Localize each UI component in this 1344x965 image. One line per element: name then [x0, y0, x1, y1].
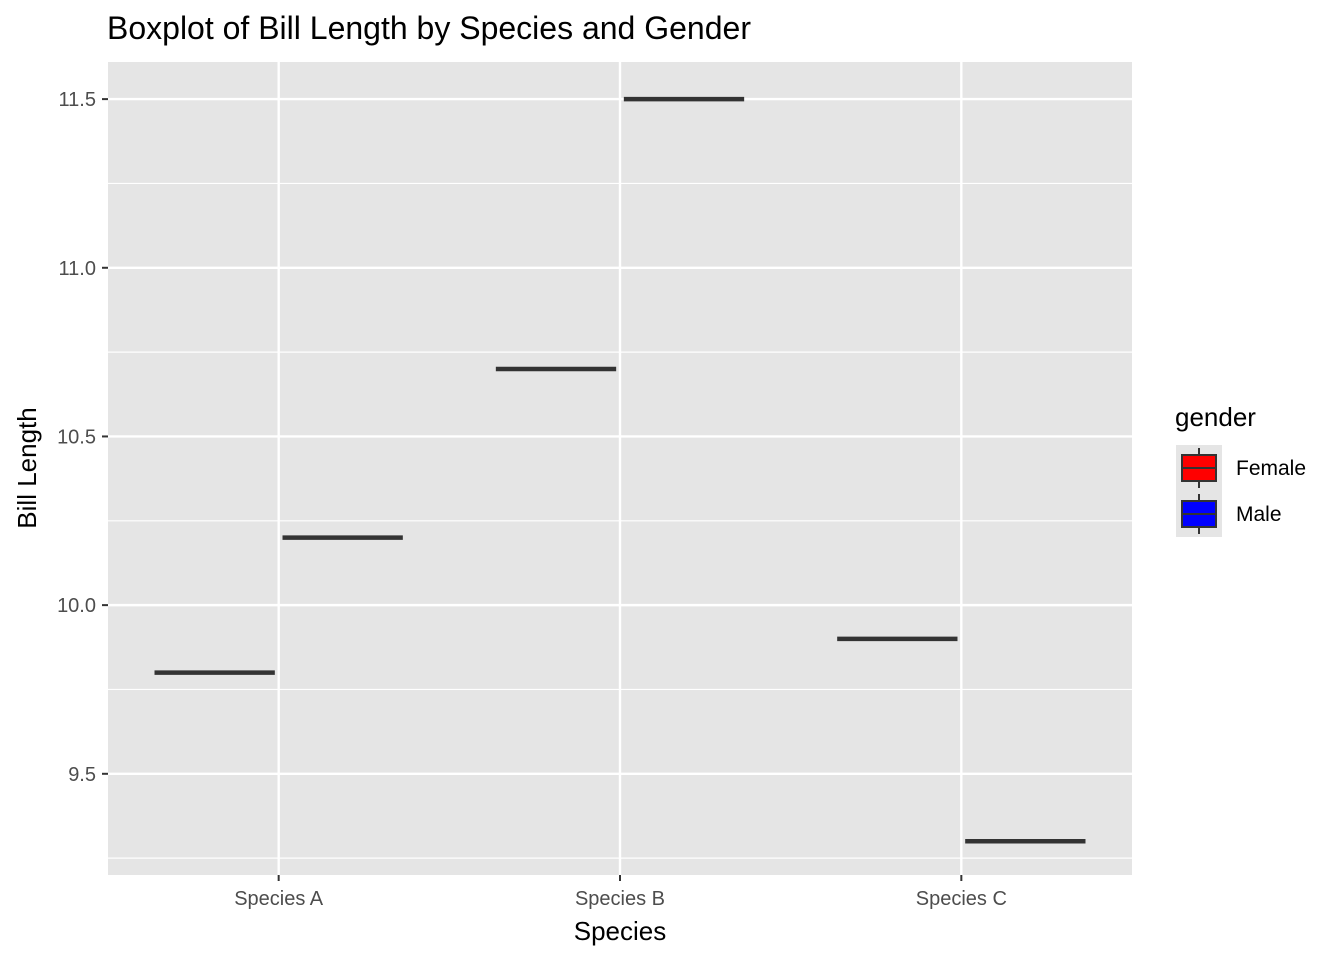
y-axis-title: Bill Length [12, 407, 42, 528]
legend-label-female: Female [1236, 457, 1306, 480]
x-axis-title: Species [574, 916, 667, 946]
x-tick-label: Species B [575, 888, 665, 910]
y-tick-label: 11.0 [59, 258, 96, 280]
chart-title: Boxplot of Bill Length by Species and Ge… [107, 10, 751, 46]
y-tick-label: 10.5 [57, 426, 96, 448]
major-gridlines [108, 62, 1132, 875]
x-axis: Species A Species B Species C [234, 875, 1007, 910]
y-tick-label: 9.5 [68, 764, 96, 786]
legend-keys: Female Male [1176, 445, 1306, 537]
y-axis: 9.5 10.0 10.5 11.0 11.5 [57, 89, 108, 786]
x-tick-label: Species C [916, 888, 1007, 910]
legend-title: gender [1175, 402, 1256, 432]
x-tick-label: Species A [234, 888, 324, 910]
legend-label-male: Male [1236, 503, 1282, 526]
legend: gender Female Male [1175, 402, 1306, 537]
median-lines [154, 96, 1086, 844]
y-tick-label: 10.0 [57, 595, 96, 617]
y-tick-label: 11.5 [59, 89, 96, 111]
